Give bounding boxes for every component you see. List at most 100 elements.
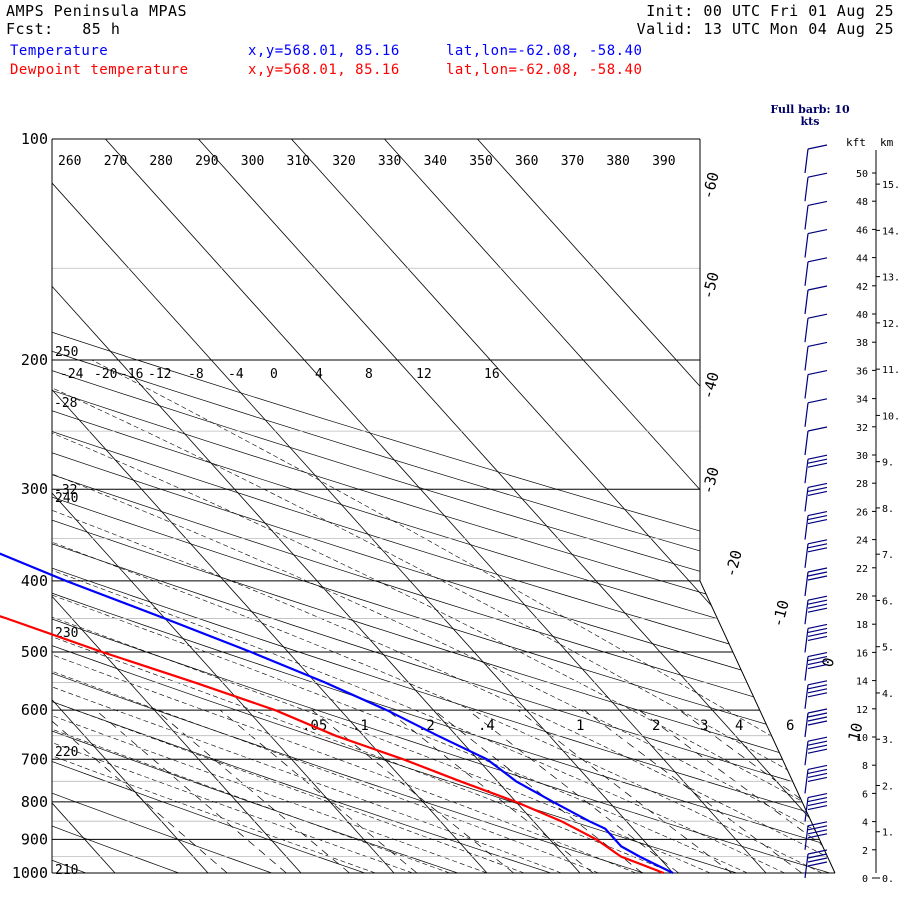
km-label: 4. [882,689,894,700]
pressure-label: 500 [21,643,48,661]
dry-adiabat-label: 380 [606,154,629,169]
dry-adiabat-label: 210 [55,863,78,878]
wind-barb [804,595,828,625]
mixing-ratio-label: .1 [352,718,369,734]
km-label: 0. [882,874,894,885]
barb-note: Full barb: 10 kts [770,103,850,128]
wind-barb [804,257,828,286]
dry-adiabat [52,139,835,873]
dry-adiabat-label: 360 [515,154,538,169]
km-label: 15. [882,180,900,191]
isotherm-label: -40 [698,370,722,401]
valid-time: Valid: 13 UTC Mon 04 Aug 25 [636,20,894,38]
legend-temperature-xy: x,y=568.01, 85.16 [248,43,400,59]
kft-label: 28 [856,479,868,490]
kft-label: 38 [856,338,868,349]
dry-adiabat-label: 390 [652,154,675,169]
moist-adiabat-label: -20 [94,367,117,382]
moist-adiabat-label: -32 [54,483,77,498]
pressure-label: 700 [21,750,48,768]
kft-label: 22 [856,564,868,575]
km-label: 13. [882,273,900,284]
isotherm-line [291,139,835,873]
wind-barb [804,539,828,568]
dry-adiabat-label: 240 [55,491,78,506]
km-label: 6. [882,596,894,607]
moist-adiabat [52,359,674,873]
dry-adiabat-label: 300 [241,154,264,169]
moist-adiabat [52,359,748,873]
moist-adiabat-label: -28 [54,396,77,411]
dry-adiabat-label: 320 [332,154,355,169]
km-label: 3. [882,735,894,746]
mixing-ratio-line [311,709,514,873]
kft-label: 2 [862,846,868,857]
legend-temperature: Temperature [10,43,109,59]
pressure-label: 1000 [12,864,48,882]
pressure-label: 300 [21,480,48,498]
skewt-labels: 1002003004005006007008009001000-130-120-… [12,130,867,882]
dry-adiabat-label: 340 [424,154,447,169]
mixing-ratio-label: 3 [700,718,708,734]
legend-dewpoint-latlon: lat,lon=-62.08, -58.40 [446,62,643,78]
dry-adiabat [52,139,835,873]
isotherm-label: -20 [721,548,745,579]
kft-label: 44 [856,254,868,265]
kft-label: 42 [856,282,868,293]
wind-barb [804,172,828,202]
wind-barb [804,793,828,822]
moist-adiabat [52,359,835,873]
dry-adiabat-label: 220 [55,745,78,760]
isotherm-line [198,139,835,873]
mixing-ratio-label: 4 [735,718,743,734]
mixing-ratio-label: 2 [652,718,660,734]
mixing-ratio-line [95,709,287,873]
wind-barb [804,623,828,653]
isotherm-line [105,139,767,873]
moist-adiabat [52,359,835,873]
dry-adiabat [52,139,835,873]
dry-adiabat-label: 280 [149,154,172,169]
height-axis: 5048464442403836343230282624222018161412… [856,150,900,885]
skewt-grid [51,138,836,874]
dry-adiabat [52,139,737,873]
wind-barb [804,285,828,315]
kft-label: 0 [862,874,868,885]
wind-barb [804,144,828,174]
moist-adiabat [52,359,636,873]
pressure-label: 100 [21,130,48,148]
wind-barb [804,849,828,879]
dry-adiabat [52,139,835,873]
dry-adiabat [52,139,458,873]
moist-adiabat-label: 16 [484,367,500,382]
isotherm-line [52,139,302,873]
forecast-hour: Fcst: 85 h [6,20,121,38]
moist-adiabat-label: -16 [120,367,143,382]
moist-adiabat-label: 12 [416,367,432,382]
kft-label: 32 [856,423,868,434]
kft-label: 48 [856,197,868,208]
pressure-label: 800 [21,793,48,811]
wind-barb [804,708,828,738]
dry-adiabat-label: 270 [104,154,127,169]
legend-temperature-latlon: lat,lon=-62.08, -58.40 [446,43,643,59]
kft-axis-title: kft [846,136,866,149]
legend-dewpoint-xy: x,y=568.01, 85.16 [248,62,400,78]
moist-adiabat-label: 8 [365,367,373,382]
km-label: 2. [882,781,894,792]
init-time: Init: 00 UTC Fri 01 Aug 25 [646,2,894,20]
km-label: 8. [882,504,894,515]
mixing-ratio-line [52,709,228,873]
wind-barb [804,764,828,794]
kft-label: 14 [856,677,868,688]
km-axis-title: km [880,136,894,149]
kft-label: 36 [856,366,868,377]
wind-barb [804,341,828,371]
chart-title: AMPS Peninsula MPAS [6,2,188,20]
kft-label: 24 [856,536,868,547]
kft-label: 18 [856,620,868,631]
dry-adiabat [52,139,835,873]
dry-adiabat [52,139,835,873]
wind-barb [804,426,828,456]
kft-label: 20 [856,592,868,603]
